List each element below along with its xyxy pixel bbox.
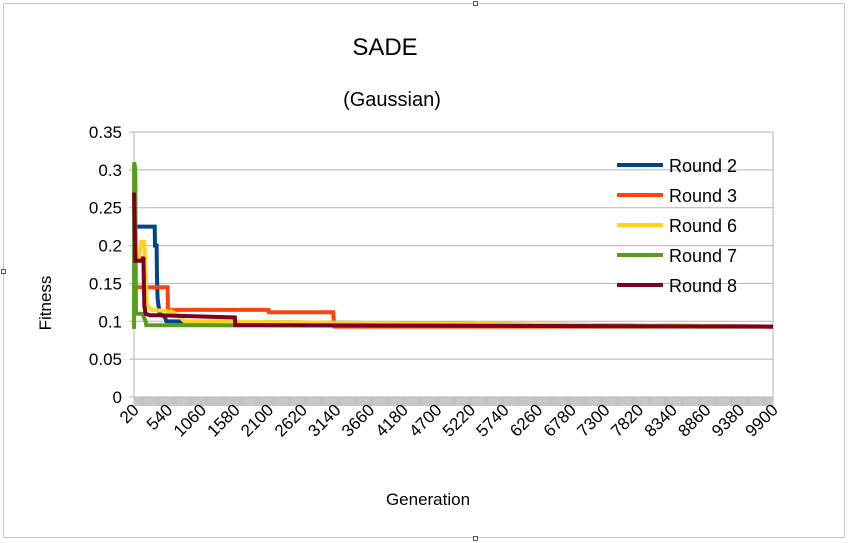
legend-label: Round 8	[669, 276, 737, 296]
bottom-resize-handle[interactable]	[473, 536, 478, 541]
legend-label: Round 3	[669, 186, 737, 206]
x-tick-label: 1060	[170, 400, 210, 440]
chart-subtitle: (Gaussian)	[343, 89, 441, 111]
x-tick-label: 1580	[204, 400, 244, 440]
x-tick-label: 2620	[271, 400, 311, 440]
x-tick-label: 5740	[473, 400, 513, 440]
left-resize-handle[interactable]	[1, 269, 6, 274]
series-line-round-8	[132, 192, 774, 329]
x-tick-label: 9380	[708, 400, 748, 440]
y-tick-label: 0.3	[98, 161, 122, 180]
x-tick-label: 3660	[338, 400, 378, 440]
x-tick-label: 9900	[742, 400, 782, 440]
y-tick-label: 0.15	[89, 274, 122, 293]
legend-label: Round 7	[669, 246, 737, 266]
y-tick-label: 0	[113, 388, 122, 407]
x-tick-label: 3140	[304, 400, 344, 440]
series-line-round-2	[134, 224, 774, 329]
legend-label: Round 6	[669, 216, 737, 236]
x-tick-label: 6260	[506, 400, 546, 440]
x-tick-label: 5220	[439, 400, 479, 440]
y-tick-label: 0.2	[98, 237, 122, 256]
y-axis-label: Fitness	[36, 276, 55, 331]
x-tick-label: 2100	[237, 400, 277, 440]
legend-label: Round 2	[669, 156, 737, 176]
y-tick-label: 0.25	[89, 199, 122, 218]
x-tick-label: 7820	[607, 400, 647, 440]
series-lines	[132, 161, 774, 329]
series-line-round-7	[132, 161, 774, 329]
chart-title: SADE	[352, 34, 417, 61]
x-tick-label: 7300	[573, 400, 613, 440]
top-resize-handle[interactable]	[473, 1, 478, 6]
y-tick-label: 0.05	[89, 350, 122, 369]
x-tick-label: 4180	[372, 400, 412, 440]
legend: Round 2 Round 3 Round 6 Round 7 Round 8	[617, 156, 737, 296]
x-tick-label: 8860	[674, 400, 714, 440]
y-tick-label: 0.1	[98, 312, 122, 331]
series-line-round-6	[134, 239, 774, 329]
x-tick-label: 8340	[641, 400, 681, 440]
x-axis-label: Generation	[386, 490, 470, 509]
x-tick-label: 4700	[405, 400, 445, 440]
x-minor-ticks	[133, 397, 774, 406]
x-tick-label: 6780	[540, 400, 580, 440]
y-tick-label: 0.35	[89, 123, 122, 142]
